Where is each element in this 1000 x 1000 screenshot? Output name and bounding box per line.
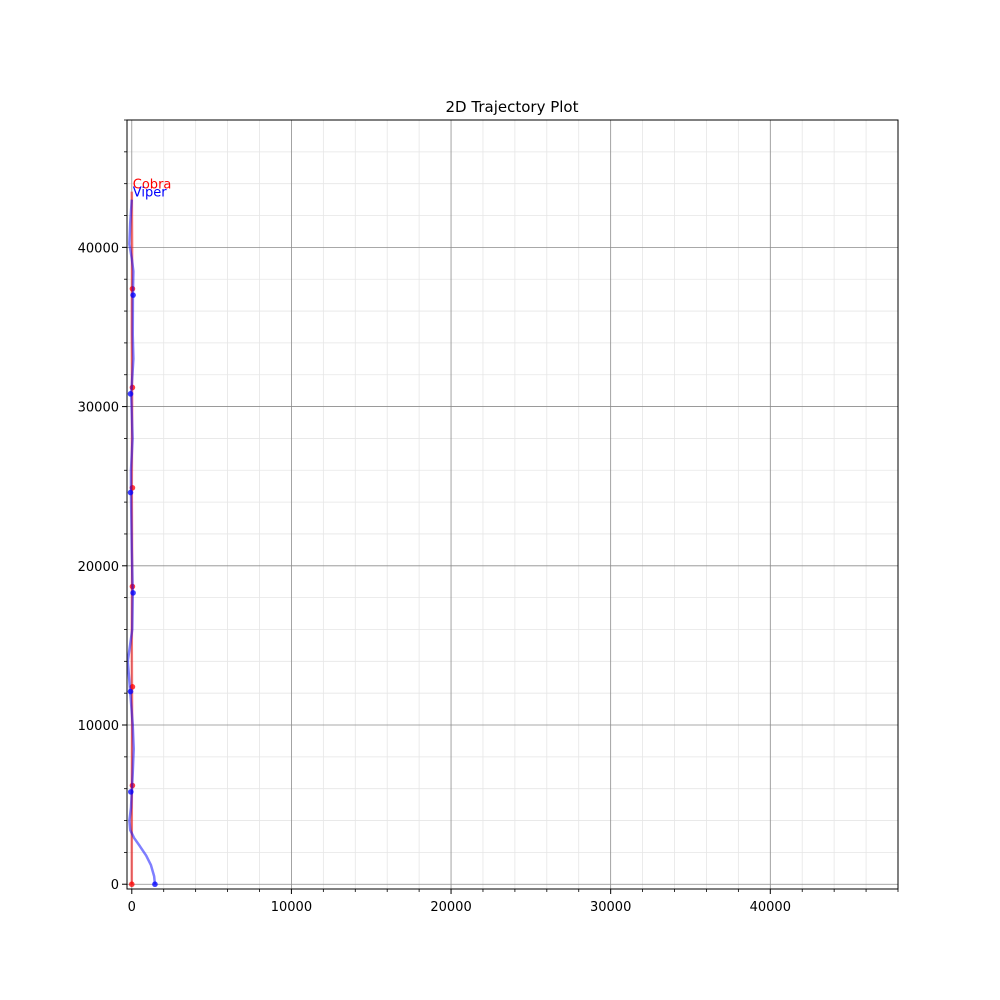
y-tick-label: 20000: [78, 560, 119, 575]
series-line-viper: [126, 199, 157, 885]
x-tick-label: 10000: [271, 900, 312, 915]
marker-viper: [127, 391, 134, 397]
marker-viper: [127, 688, 134, 695]
x-tick-label: 0: [128, 900, 136, 915]
axes: [122, 119, 899, 894]
x-tick-label: 30000: [590, 900, 631, 915]
y-tick-label: 0: [111, 878, 119, 893]
x-tick-label: 40000: [750, 900, 791, 915]
tick-labels: 0 10000 20000 30000 40000 0 10000 20000 30000 400…: [78, 241, 791, 915]
y-tick-label: 10000: [78, 719, 119, 734]
marker-viper: [130, 590, 136, 596]
marker-viper: [127, 489, 134, 496]
y-tick-label: 40000: [78, 241, 119, 256]
marker-viper: [130, 292, 136, 298]
label-cobra: Cobra: [133, 177, 172, 192]
y-tick-label: 30000: [78, 401, 119, 416]
marker-viper: [128, 789, 134, 795]
marker-viper: [152, 881, 158, 888]
chart-title: 2D Trajectory Plot: [446, 98, 579, 116]
label-viper: Viper: [133, 185, 167, 200]
series-layer: [126, 191, 158, 888]
marker-cobra: [128, 881, 135, 888]
grid: [127, 119, 899, 889]
plot-frame: [126, 119, 899, 890]
x-tick-label: 20000: [430, 900, 471, 915]
